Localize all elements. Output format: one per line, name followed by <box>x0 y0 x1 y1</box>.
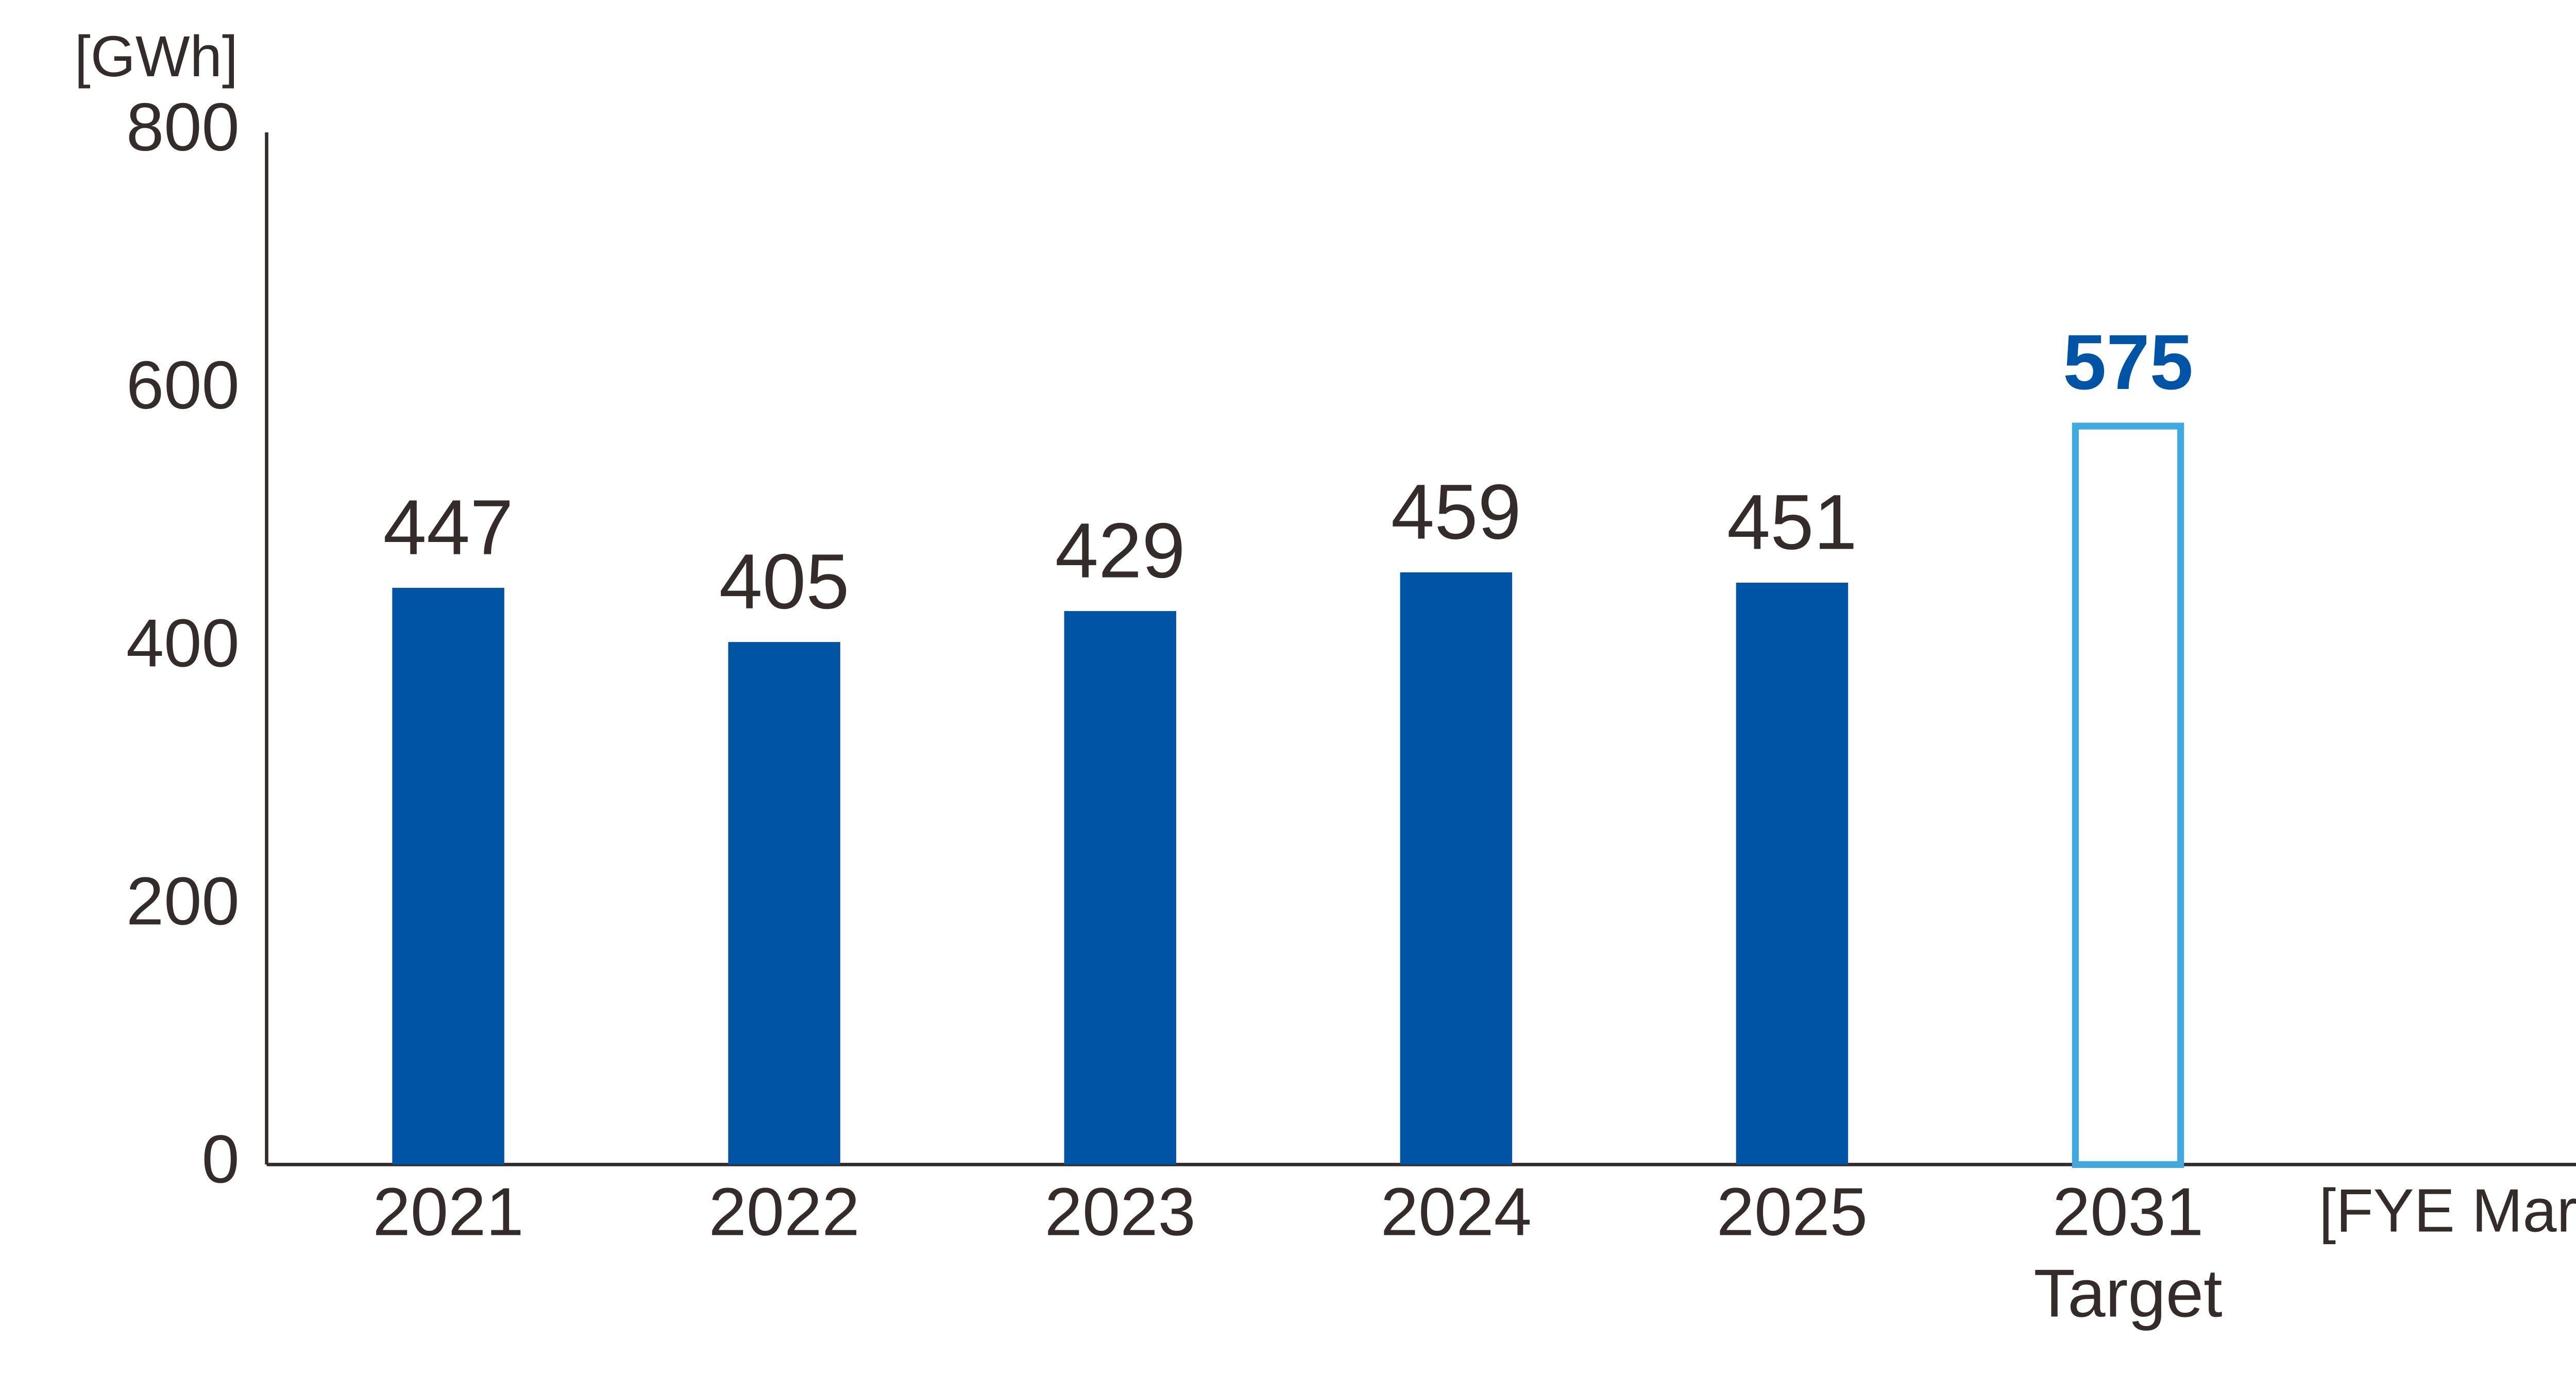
bar <box>728 642 840 1165</box>
value-label: 447 <box>383 484 514 571</box>
value-label: 451 <box>1727 479 1857 566</box>
bar <box>1736 582 1849 1165</box>
x-axis-label: [FYE March] <box>2319 1177 2576 1245</box>
value-label: 459 <box>1391 469 1521 556</box>
y-tick-label: 400 <box>126 605 240 681</box>
bar <box>2072 422 2184 1168</box>
bar <box>1064 611 1176 1165</box>
x-tick-label: 2022 <box>709 1174 860 1249</box>
y-tick-label: 200 <box>126 863 240 939</box>
y-tick-label: 800 <box>126 89 240 165</box>
value-label: 429 <box>1055 507 1185 595</box>
x-tick-label: 2025 <box>1717 1174 1868 1249</box>
x-tick-label: 2024 <box>1381 1174 1532 1249</box>
y-tick-label: 0 <box>201 1121 239 1197</box>
x-tick-label: 2031 <box>2053 1174 2204 1249</box>
value-label: 405 <box>719 538 850 625</box>
y-axis-label: [GWh] <box>75 24 238 89</box>
x-tick-label: 2023 <box>1045 1174 1196 1249</box>
bar <box>1400 572 1513 1165</box>
value-label: 575 <box>2063 319 2193 406</box>
x-tick-sublabel: Target <box>2033 1256 2222 1331</box>
x-tick-label: 2021 <box>372 1174 523 1249</box>
y-tick-label: 600 <box>126 347 240 423</box>
bar <box>392 588 504 1165</box>
